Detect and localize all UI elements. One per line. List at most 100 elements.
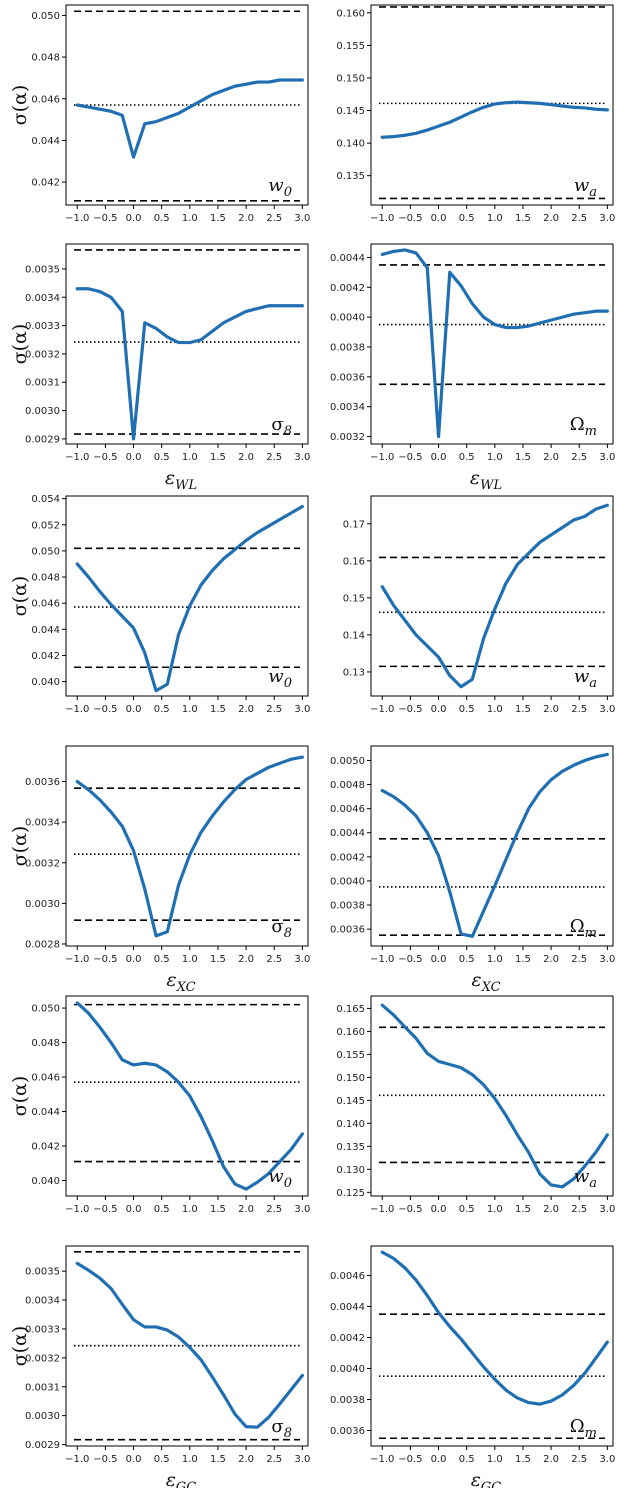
y-tick-label: 0.044 [31,136,60,147]
x-tick-label: 0.0 [126,213,142,224]
y-tick-label: 0.046 [31,1073,60,1084]
y-tick-label: 0.0031 [25,378,60,389]
x-tick-label: 1.5 [210,1204,226,1215]
x-axis-label: εWL [470,467,502,493]
x-tick-label: 3.0 [599,452,615,463]
y-tick-label: 0.0044 [330,828,365,839]
y-tick-label: 0.145 [336,106,365,117]
x-tick-label: 0.0 [431,704,447,715]
x-tick-label: 0.5 [154,1204,170,1215]
y-axis-label: σ(α) [9,576,31,617]
y-tick-label: 0.130 [336,1165,365,1176]
x-tick-label: 1.0 [182,1204,198,1215]
y-tick-label: 0.046 [31,599,60,610]
chart-panel: 0.00290.00300.00310.00320.00330.00340.00… [9,1245,310,1488]
x-tick-label: 1.5 [210,704,226,715]
x-tick-label: −0.5 [93,704,117,715]
x-tick-label: 1.5 [515,1454,531,1465]
plot-frame [65,745,309,947]
series-line [75,1261,304,1429]
y-tick-label: 0.0028 [25,939,60,950]
x-tick-label: −0.5 [93,1204,117,1215]
y-tick-label: 0.042 [31,1142,60,1153]
x-tick-label: 1.0 [182,452,198,463]
x-tick-label: 2.5 [571,1204,587,1215]
x-tick-label: 1.0 [487,1454,503,1465]
x-tick-label: 2.0 [238,1454,254,1465]
x-tick-label: 3.0 [294,452,310,463]
x-tick-label: 0.5 [154,1454,170,1465]
x-tick-label: 1.0 [182,954,198,965]
y-tick-label: 0.0050 [330,756,365,767]
x-tick-label: 3.0 [599,1204,615,1215]
x-tick-label: −0.5 [93,954,117,965]
x-axis-label: εXC [471,969,500,995]
x-tick-label: −1.0 [370,704,394,715]
y-tick-label: 0.048 [31,1038,60,1049]
x-tick-label: 0.0 [126,954,142,965]
x-tick-label: 2.0 [543,1454,559,1465]
x-tick-label: −0.5 [398,452,422,463]
chart-panel: 0.040 0.042 0.044 0.046 0.048 0.050 0.052 0.054… [9,494,310,715]
x-tick-label: 1.0 [487,1204,503,1215]
x-tick-label: 0.0 [431,954,447,965]
x-tick-label: 2.0 [238,213,254,224]
y-tick-label: 0.0035 [25,1267,60,1278]
y-tick-label: 0.050 [31,546,60,557]
x-tick-label: 1.0 [182,1454,198,1465]
chart-panel: 0.125 0.130 0.135 0.140 0.145 0.150 0.155 0.160… [336,995,615,1215]
y-tick-label: 0.0032 [330,432,365,443]
y-tick-label: 0.13 [343,667,365,678]
y-axis-label: σ(α) [9,1326,31,1367]
y-tick-label: 0.0034 [25,293,60,304]
x-tick-label: 0.5 [154,452,170,463]
x-tick-label: 2.5 [571,452,587,463]
panel-param-label: wa [574,175,597,200]
y-tick-label: 0.0042 [330,852,365,863]
x-tick-label: −1.0 [370,1204,394,1215]
y-tick-label: 0.0040 [330,1364,365,1375]
x-tick-label: 0.5 [459,954,475,965]
x-tick-label: −0.5 [398,1204,422,1215]
x-tick-label: 0.0 [431,452,447,463]
panel-param-label: Ωm [570,916,597,941]
x-tick-label: 1.5 [210,213,226,224]
y-tick-label: 0.0036 [25,777,60,788]
y-tick-label: 0.040 [31,1176,60,1187]
x-tick-label: 1.5 [515,1204,531,1215]
x-tick-label: 2.0 [543,954,559,965]
x-tick-label: 1.5 [210,1454,226,1465]
x-tick-label: 0.5 [459,704,475,715]
x-axis-label: εGC [166,1469,197,1488]
x-tick-label: −1.0 [370,213,394,224]
x-tick-label: 0.5 [459,1454,475,1465]
panel-param-label: w0 [268,1166,292,1191]
y-tick-label: 0.16 [343,556,365,567]
series-line [380,1003,609,1189]
y-tick-label: 0.0033 [25,321,60,332]
series-line [75,504,304,693]
y-axis-label: σ(α) [9,1076,31,1117]
x-tick-label: −1.0 [370,954,394,965]
y-tick-label: 0.048 [31,53,60,64]
y-tick-label: 0.0032 [25,349,60,360]
x-tick-label: 1.0 [487,213,503,224]
y-tick-label: 0.0030 [25,406,60,417]
plot-frame [370,4,614,206]
panel-param-label: wa [574,666,597,691]
y-tick-label: 0.0036 [330,1426,365,1437]
y-tick-label: 0.0031 [25,1382,60,1393]
y-tick-label: 0.0032 [25,1353,60,1364]
y-tick-label: 0.0036 [330,925,365,936]
y-tick-label: 0.140 [336,139,365,150]
y-tick-label: 0.0030 [25,899,60,910]
x-tick-label: 3.0 [294,704,310,715]
x-tick-label: −0.5 [398,213,422,224]
x-tick-label: 3.0 [294,954,310,965]
plot-frame [65,995,309,1197]
x-tick-label: 3.0 [599,1454,615,1465]
plot-frame [65,4,309,206]
y-tick-label: 0.040 [31,677,60,688]
plot-frame [370,745,614,947]
x-axis-label: εGC [471,1469,502,1488]
